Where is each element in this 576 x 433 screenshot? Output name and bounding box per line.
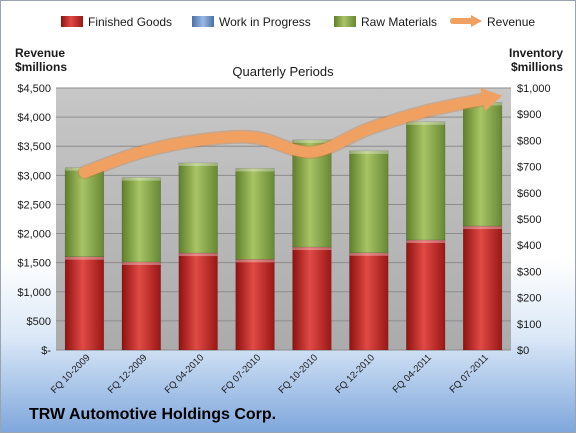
bar-finished-goods [406, 239, 446, 351]
bar-top-highlight [349, 252, 389, 256]
legend-swatch-raw-materials [334, 16, 356, 27]
bar-raw-materials [121, 177, 161, 263]
right-axis-ticks: $0 $100 $200 $300 $400 $500 $600 $700 $800 $900 $1… [517, 83, 551, 357]
bar-top-highlight [178, 253, 218, 257]
bar-raw-materials [64, 167, 105, 257]
bar-raw-materials [349, 150, 389, 254]
right-axis-title-line1: Inventory [509, 46, 563, 60]
bar-top-highlight [463, 226, 502, 230]
bar-top-highlight [406, 239, 446, 243]
right-tick-label: $100 [517, 319, 541, 331]
bar-raw-materials [406, 121, 446, 241]
right-tick-label: $1,000 [517, 83, 551, 95]
bar-finished-goods [349, 252, 389, 351]
bar-finished-goods [64, 256, 105, 351]
bar-top-highlight [121, 177, 161, 181]
right-tick-label: $400 [517, 240, 541, 252]
bar-top-highlight [235, 168, 275, 172]
right-axis-title-line2: $millions [511, 60, 563, 74]
revenue-series [77, 87, 503, 180]
legend: Finished Goods Work in Progress Raw Mate… [61, 15, 535, 29]
legend-label-raw-materials: Raw Materials [361, 15, 437, 29]
legend-swatch-finished-goods [61, 16, 83, 27]
left-axis-title-line1: Revenue [15, 46, 65, 60]
bar-raw-materials [292, 139, 332, 248]
bar-finished-goods [235, 259, 275, 351]
left-tick-label: $2,500 [17, 199, 51, 211]
bar-finished-goods [292, 246, 332, 351]
bar-top-highlight [65, 256, 104, 260]
bar-top-highlight [292, 247, 332, 251]
left-tick-label: $2,000 [17, 229, 51, 241]
right-tick-label: $0 [517, 345, 529, 357]
bar-raw-materials [235, 168, 275, 260]
revenue-arrowhead [480, 87, 503, 112]
bar-top-highlight [235, 259, 275, 263]
legend-label-work-in-progress: Work in Progress [219, 15, 311, 29]
left-tick-label: $4,500 [17, 83, 51, 95]
chart-title: Quarterly Periods [232, 64, 334, 79]
category-label: FQ 12-2010 [333, 352, 377, 396]
company-name: TRW Automotive Holdings Corp. [29, 406, 277, 423]
legend-label-finished-goods: Finished Goods [88, 15, 172, 29]
category-label: FQ 12-2009 [106, 352, 150, 396]
right-tick-label: $200 [517, 293, 541, 305]
left-tick-label: $- [41, 345, 51, 357]
bar-finished-goods [178, 252, 218, 351]
category-label: FQ 07-2011 [448, 352, 491, 395]
bar-raw-materials [178, 162, 218, 254]
right-tick-label: $500 [517, 214, 541, 226]
left-tick-label: $1,500 [17, 258, 51, 270]
legend-label-revenue: Revenue [487, 15, 535, 29]
bar-finished-goods [462, 225, 503, 351]
bar-raw-materials [462, 102, 503, 227]
category-label: FQ 10-2009 [49, 352, 93, 396]
bar-series [64, 102, 503, 351]
revenue-line [78, 94, 489, 178]
bar-finished-goods [121, 261, 161, 351]
category-label: FQ 04-2011 [391, 352, 434, 395]
bar-top-highlight [406, 121, 446, 125]
left-tick-label: $4,000 [17, 112, 51, 124]
bar-top-highlight [178, 162, 218, 166]
bar-top-highlight [121, 261, 161, 265]
right-tick-label: $700 [517, 162, 541, 174]
left-axis-ticks: $- $500 $1,000 $1,500 $2,000 $2,500 $3,000 $3,5… [17, 83, 51, 357]
right-tick-label: $600 [517, 188, 541, 200]
bar-top-highlight [292, 139, 332, 143]
category-label: FQ 04-2010 [163, 352, 207, 396]
right-tick-label: $800 [517, 135, 541, 147]
category-label: FQ 07-2010 [220, 352, 264, 396]
bar-top-highlight [349, 150, 389, 154]
left-axis-title-line2: $millions [15, 60, 67, 74]
category-label: FQ 10-2010 [276, 352, 320, 396]
right-tick-label: $300 [517, 266, 541, 278]
legend-swatch-work-in-progress [192, 16, 214, 27]
legend-swatch-revenue-arrow [471, 15, 482, 27]
left-tick-label: $3,000 [17, 170, 51, 182]
left-tick-label: $1,000 [17, 287, 51, 299]
category-labels: FQ 10-2009 FQ 12-2009 FQ 04-2010 FQ 07-2010… [49, 352, 491, 396]
left-tick-label: $500 [27, 316, 51, 328]
left-tick-label: $3,500 [17, 141, 51, 153]
right-tick-label: $900 [517, 109, 541, 121]
